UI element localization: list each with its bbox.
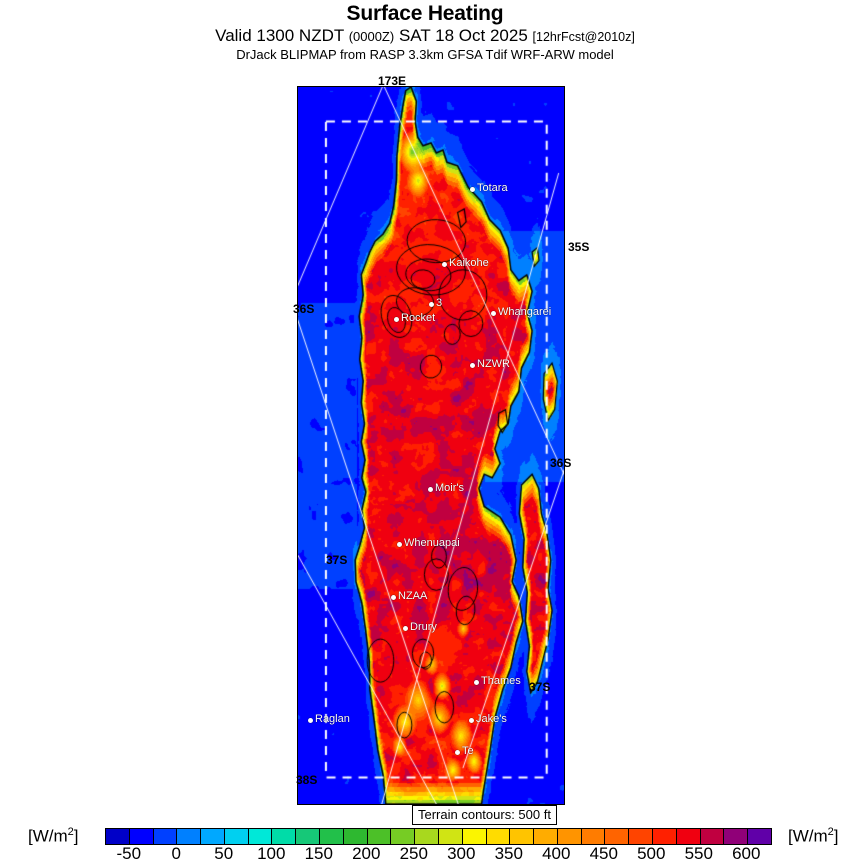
colorbar: [W/m2] -50 0 50 100 150 200 250 300 350 400 450 500… [0, 824, 850, 863]
colorbar-tick: 200 [352, 844, 381, 863]
weather-map[interactable]: Totara Kaikohe 3 Rocket Whangarei NZWR Moir's W… [297, 86, 565, 805]
valid-time-line: Valid 1300 NZDT (0000Z) SAT 18 Oct 2025 … [0, 26, 850, 47]
station-marker[interactable] [428, 487, 433, 492]
station-marker[interactable] [403, 626, 408, 631]
model-description: DrJack BLIPMAP from RASP 3.3km GFSA Tdif… [236, 47, 614, 62]
units-label-left: [W/m2] [28, 826, 79, 846]
station-marker[interactable] [394, 317, 399, 322]
station-marker[interactable] [391, 595, 396, 600]
colorbar-tick: 0 [171, 844, 181, 863]
colorbar-segment [629, 829, 653, 844]
colorbar-tick: 300 [447, 844, 476, 863]
header-block: Surface Heating Valid 1300 NZDT (0000Z) … [0, 0, 850, 63]
colorbar-tick: 150 [304, 844, 333, 863]
colorbar-tick-labels: -50 0 50 100 150 200 250 300 350 400 450 500 550 600 [105, 845, 770, 863]
graticule-label: 37S [326, 553, 348, 567]
valid-prefix: Valid 1300 NZDT [215, 26, 344, 45]
colorbar-segment [248, 829, 273, 844]
colorbar-segment [343, 829, 368, 844]
colorbar-segment [296, 829, 321, 844]
colorbar-segment [224, 829, 249, 844]
colorbar-tick: -50 [116, 844, 142, 863]
colorbar-segment [700, 829, 725, 844]
page-title: Surface Heating [346, 2, 504, 25]
forecast-tag: [12hrFcst@2010z] [532, 30, 635, 44]
colorbar-segment [367, 829, 392, 844]
station-marker[interactable] [397, 542, 402, 547]
colorbar-tick: 600 [732, 844, 761, 863]
colorbar-segment [581, 829, 606, 844]
graticule-label: 36S [550, 456, 572, 470]
colorbar-tick: 250 [399, 844, 428, 863]
graticule-label: 38S [296, 773, 318, 787]
colorbar-tick: 500 [637, 844, 666, 863]
graticule-label: 35S [568, 240, 590, 254]
colorbar-tick: 100 [257, 844, 286, 863]
colorbar-strip [105, 828, 772, 845]
colorbar-segment [177, 829, 202, 844]
colorbar-segment [748, 829, 771, 844]
colorbar-segment [320, 829, 344, 844]
colorbar-tick: 350 [494, 844, 523, 863]
colorbar-segment [557, 829, 582, 844]
colorbar-segment [605, 829, 630, 844]
colorbar-tick: 450 [589, 844, 618, 863]
colorbar-segment [391, 829, 416, 844]
colorbar-segment [106, 829, 130, 844]
colorbar-segment [676, 829, 701, 844]
colorbar-segment [724, 829, 749, 844]
valid-zulu: (0000Z) [348, 29, 395, 44]
graticule-label: 173E [378, 74, 407, 88]
station-marker[interactable] [474, 680, 479, 685]
colorbar-segment [652, 829, 677, 844]
valid-date: SAT 18 Oct 2025 [398, 26, 528, 45]
station-marker[interactable] [470, 187, 475, 192]
colorbar-segment [438, 829, 463, 844]
graticule-label: 36S [293, 302, 315, 316]
colorbar-segment [272, 829, 297, 844]
colorbar-segment [129, 829, 154, 844]
station-marker[interactable] [308, 718, 313, 723]
station-marker[interactable] [469, 718, 474, 723]
colorbar-segment [462, 829, 487, 844]
station-marker[interactable] [491, 311, 496, 316]
colorbar-segment [201, 829, 225, 844]
station-marker[interactable] [429, 302, 434, 307]
station-marker[interactable] [442, 262, 447, 267]
units-label-right: [W/m2] [788, 826, 839, 846]
colorbar-segment [510, 829, 535, 844]
colorbar-segment [534, 829, 558, 844]
station-marker[interactable] [455, 750, 460, 755]
station-marker[interactable] [470, 363, 475, 368]
graticule-label: 37S [529, 680, 551, 694]
colorbar-segment [153, 829, 178, 844]
terrain-contour-note: Terrain contours: 500 ft [412, 805, 557, 825]
colorbar-segment [415, 829, 439, 844]
colorbar-tick: 50 [214, 844, 234, 863]
surface-heating-raster [298, 87, 564, 804]
colorbar-segment [486, 829, 511, 844]
colorbar-tick: 550 [684, 844, 713, 863]
colorbar-tick: 400 [542, 844, 571, 863]
